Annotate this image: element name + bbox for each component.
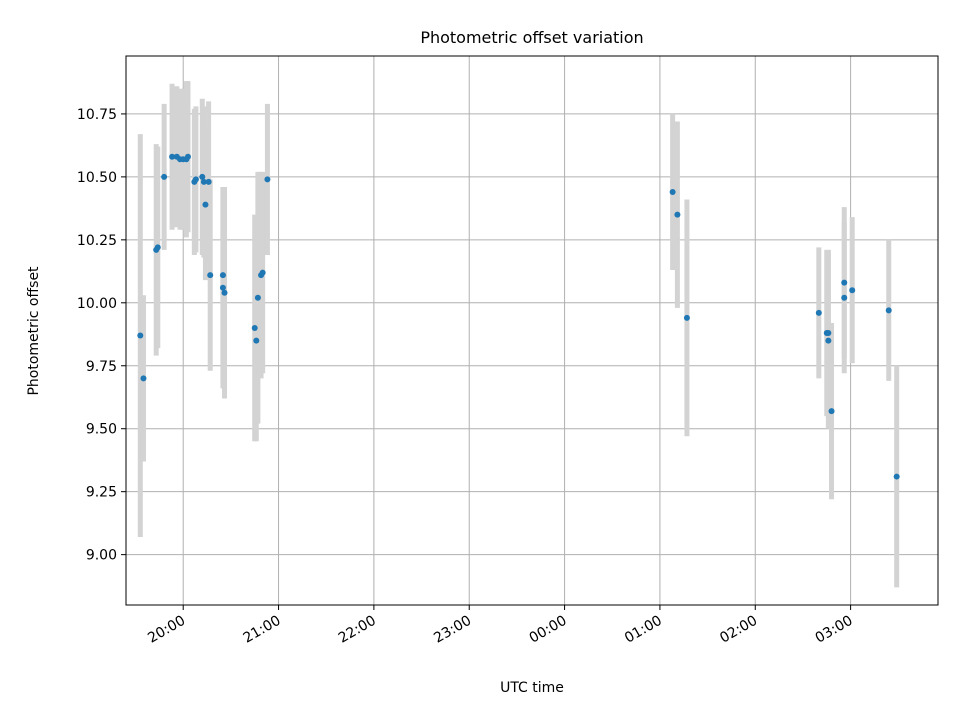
x-axis-label: UTC time bbox=[500, 680, 564, 696]
data-point bbox=[192, 176, 199, 183]
plot-frame bbox=[125, 55, 939, 606]
data-point bbox=[251, 324, 258, 331]
data-point bbox=[219, 284, 226, 291]
data-point bbox=[205, 178, 212, 185]
data-point bbox=[154, 244, 161, 251]
data-point bbox=[828, 408, 835, 415]
data-point bbox=[893, 473, 900, 480]
data-point bbox=[841, 279, 848, 286]
data-point bbox=[221, 289, 228, 296]
y-tick-label: 9.00 bbox=[86, 548, 117, 564]
data-point bbox=[184, 153, 191, 160]
y-tick-label: 10.00 bbox=[77, 296, 117, 312]
data-point bbox=[199, 173, 206, 180]
y-tick-label: 10.75 bbox=[77, 107, 117, 123]
data-point bbox=[202, 201, 209, 208]
data-point bbox=[140, 375, 147, 382]
y-tick-label: 10.50 bbox=[77, 170, 117, 186]
y-tick-label: 9.50 bbox=[86, 422, 117, 438]
data-point bbox=[669, 188, 676, 195]
data-point bbox=[259, 269, 266, 276]
data-point bbox=[683, 314, 690, 321]
data-point bbox=[161, 173, 168, 180]
y-axis-label: Photometric offset bbox=[26, 266, 42, 396]
data-point bbox=[253, 337, 260, 344]
y-tick-label: 9.25 bbox=[86, 485, 117, 501]
data-point bbox=[207, 272, 214, 279]
data-point bbox=[200, 178, 207, 185]
y-tick-label: 9.75 bbox=[86, 359, 117, 375]
data-point bbox=[254, 294, 261, 301]
chart-title: Photometric offset variation bbox=[420, 28, 643, 47]
data-point bbox=[815, 309, 822, 316]
data-point bbox=[674, 211, 681, 218]
data-point bbox=[885, 307, 892, 314]
data-point bbox=[219, 272, 226, 279]
grid bbox=[126, 56, 938, 605]
data-point bbox=[825, 330, 832, 337]
data-point bbox=[264, 176, 271, 183]
data-point bbox=[169, 153, 176, 160]
data-point bbox=[849, 287, 856, 294]
y-axis-ticks: 9.00 9.25 9.50 9.75 10.00 10.25 10.50 10.75 bbox=[77, 107, 126, 564]
y-tick-label: 10.25 bbox=[77, 233, 117, 249]
data-point bbox=[825, 337, 832, 344]
data-points bbox=[137, 153, 900, 480]
data-point bbox=[841, 294, 848, 301]
data-point bbox=[137, 332, 144, 339]
